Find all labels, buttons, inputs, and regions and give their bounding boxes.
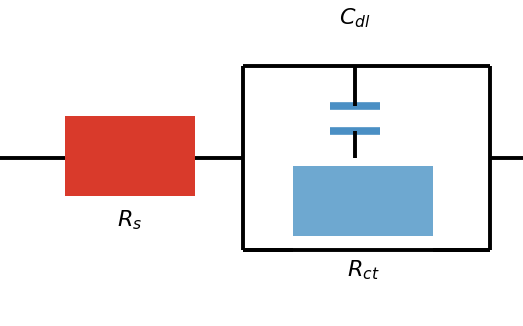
Bar bbox=[293, 166, 433, 236]
Bar bbox=[65, 116, 195, 196]
Text: $R_{ct}$: $R_{ct}$ bbox=[347, 258, 379, 282]
Text: $R_s$: $R_s$ bbox=[117, 208, 143, 231]
Text: $C_{dl}$: $C_{dl}$ bbox=[339, 7, 371, 30]
